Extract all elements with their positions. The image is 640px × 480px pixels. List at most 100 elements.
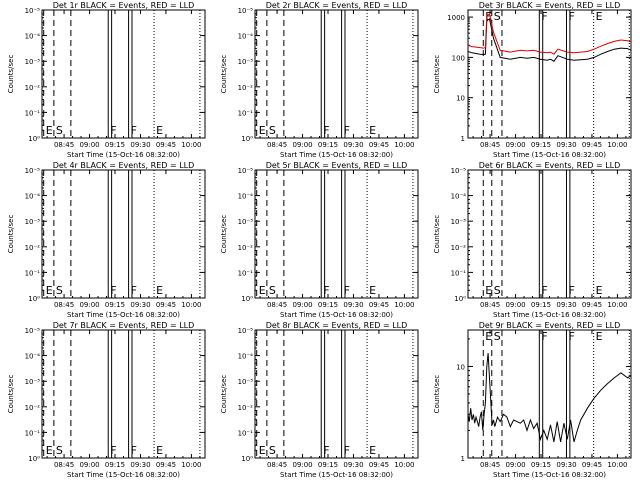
event-marker-label: E bbox=[259, 124, 266, 137]
y-tick-label: 10⁻¹ bbox=[25, 429, 41, 437]
y-tick-label: 10⁻¹ bbox=[238, 269, 254, 277]
chart-panel-4: Det 4r BLACK = Events, RED = LLD Counts/s… bbox=[7, 161, 206, 319]
event-marker-label: F bbox=[568, 284, 574, 297]
event-marker-label: F bbox=[131, 284, 137, 297]
y-axis-label: Counts/sec bbox=[7, 375, 15, 414]
y-tick-label: 10⁻¹ bbox=[238, 109, 254, 117]
plot-frame bbox=[41, 9, 206, 139]
event-marker-label: F bbox=[568, 10, 574, 23]
y-tick-label: 10⁰ bbox=[28, 135, 40, 143]
x-tick-label: 09:15 bbox=[318, 141, 338, 149]
x-axis-label: Start Time (15-Oct-16 08:32:00) bbox=[280, 471, 393, 479]
x-tick-label: 09:45 bbox=[582, 301, 602, 309]
x-axis-label: Start Time (15-Oct-16 08:32:00) bbox=[493, 151, 606, 159]
x-tick-label: 09:30 bbox=[343, 461, 363, 469]
plot-frame bbox=[467, 169, 632, 299]
y-tick-label: 1 bbox=[461, 135, 465, 143]
y-tick-label: 10 bbox=[456, 363, 465, 371]
x-tick-label: 10:00 bbox=[394, 301, 414, 309]
event-marker-label: F bbox=[541, 284, 547, 297]
y-tick-label: 10⁰ bbox=[454, 295, 466, 303]
y-tick-label: 10⁻⁵ bbox=[25, 7, 41, 15]
x-tick-label: 09:15 bbox=[105, 301, 125, 309]
chart-title: Det 1r BLACK = Events, RED = LLD bbox=[53, 1, 195, 10]
event-marker-label: S bbox=[269, 284, 276, 297]
x-tick-label: 09:00 bbox=[292, 301, 312, 309]
x-tick-label: 09:15 bbox=[105, 141, 125, 149]
x-tick-label: 08:45 bbox=[267, 301, 287, 309]
event-marker-label: E bbox=[156, 444, 163, 457]
y-tick-label: 10⁻⁵ bbox=[238, 167, 254, 175]
x-tick-label: 09:30 bbox=[556, 461, 576, 469]
event-marker-label: F bbox=[323, 124, 329, 137]
x-tick-label: 10:00 bbox=[607, 461, 627, 469]
y-tick-label: 10⁻¹ bbox=[451, 269, 467, 277]
chart-panel-8: Det 8r BLACK = Events, RED = LLD Counts/s… bbox=[220, 321, 419, 479]
y-axis-label: Counts/sec bbox=[433, 55, 441, 94]
y-tick-label: 10⁻⁴ bbox=[451, 193, 467, 201]
y-axis-label: Counts/sec bbox=[220, 375, 228, 414]
x-tick-label: 09:15 bbox=[105, 461, 125, 469]
y-tick-label: 10⁻⁴ bbox=[25, 193, 41, 201]
x-tick-label: 09:00 bbox=[292, 141, 312, 149]
event-marker-label: F bbox=[110, 124, 116, 137]
y-tick-label: 1 bbox=[461, 455, 465, 463]
y-tick-label: 10⁻³ bbox=[25, 58, 41, 66]
y-tick-label: 10⁻² bbox=[451, 244, 467, 252]
x-tick-label: 08:45 bbox=[267, 141, 287, 149]
event-marker-label: S bbox=[494, 10, 501, 23]
chart-title: Det 4r BLACK = Events, RED = LLD bbox=[53, 161, 195, 170]
x-tick-label: 09:45 bbox=[156, 461, 176, 469]
event-marker-label: E bbox=[369, 284, 376, 297]
y-axis-label: Counts/sec bbox=[433, 215, 441, 254]
event-marker-label: F bbox=[344, 124, 350, 137]
y-tick-label: 10⁻⁵ bbox=[25, 167, 41, 175]
chart-panel-9: Det 9r BLACK = Events, RED = LLD Counts/s… bbox=[433, 321, 632, 479]
event-marker-label: S bbox=[494, 330, 501, 343]
x-tick-label: 09:45 bbox=[369, 461, 389, 469]
y-tick-label: 10⁻⁴ bbox=[25, 33, 41, 41]
x-tick-label: 09:30 bbox=[556, 141, 576, 149]
x-tick-label: 09:30 bbox=[556, 301, 576, 309]
event-marker-label: F bbox=[323, 444, 329, 457]
chart-panel-3: Det 3r BLACK = Events, RED = LLD Counts/s… bbox=[433, 1, 632, 159]
x-tick-label: 10:00 bbox=[181, 301, 201, 309]
x-tick-label: 08:45 bbox=[480, 141, 500, 149]
x-tick-label: 09:45 bbox=[582, 141, 602, 149]
plot-frame bbox=[41, 169, 206, 299]
x-tick-label: 09:15 bbox=[531, 461, 551, 469]
event-marker-label: F bbox=[110, 444, 116, 457]
y-axis-label: Counts/sec bbox=[433, 375, 441, 414]
plot-frame bbox=[41, 329, 206, 459]
event-marker-label: E bbox=[596, 10, 603, 23]
chart-panel-7: Det 7r BLACK = Events, RED = LLD Counts/s… bbox=[7, 321, 206, 479]
y-tick-label: 10⁻² bbox=[25, 84, 41, 92]
y-tick-label: 10⁻¹ bbox=[25, 109, 41, 117]
chart-panel-2: Det 2r BLACK = Events, RED = LLD Counts/s… bbox=[220, 1, 419, 159]
x-tick-label: 08:45 bbox=[54, 461, 74, 469]
event-marker-label: F bbox=[110, 284, 116, 297]
x-tick-label: 09:00 bbox=[79, 141, 99, 149]
event-marker-label: E bbox=[485, 330, 492, 343]
y-axis-label: Counts/sec bbox=[220, 215, 228, 254]
chart-title: Det 7r BLACK = Events, RED = LLD bbox=[53, 321, 195, 330]
y-tick-label: 10⁻⁴ bbox=[238, 353, 254, 361]
x-tick-label: 09:00 bbox=[79, 301, 99, 309]
y-tick-label: 10⁻⁵ bbox=[25, 327, 41, 335]
event-marker-label: S bbox=[269, 124, 276, 137]
x-tick-label: 10:00 bbox=[181, 461, 201, 469]
y-tick-label: 10⁻¹ bbox=[25, 269, 41, 277]
plot-frame bbox=[254, 9, 419, 139]
y-axis-label: Counts/sec bbox=[7, 55, 15, 94]
event-marker-label: F bbox=[568, 330, 574, 343]
x-axis-label: Start Time (15-Oct-16 08:32:00) bbox=[493, 471, 606, 479]
chart-title: Det 8r BLACK = Events, RED = LLD bbox=[266, 321, 408, 330]
x-tick-label: 09:00 bbox=[505, 301, 525, 309]
event-marker-label: E bbox=[259, 284, 266, 297]
event-marker-label: S bbox=[56, 444, 63, 457]
y-tick-label: 10⁻⁵ bbox=[238, 327, 254, 335]
y-tick-label: 10⁻⁵ bbox=[451, 167, 467, 175]
event-marker-label: E bbox=[596, 330, 603, 343]
y-tick-label: 10⁰ bbox=[28, 295, 40, 303]
